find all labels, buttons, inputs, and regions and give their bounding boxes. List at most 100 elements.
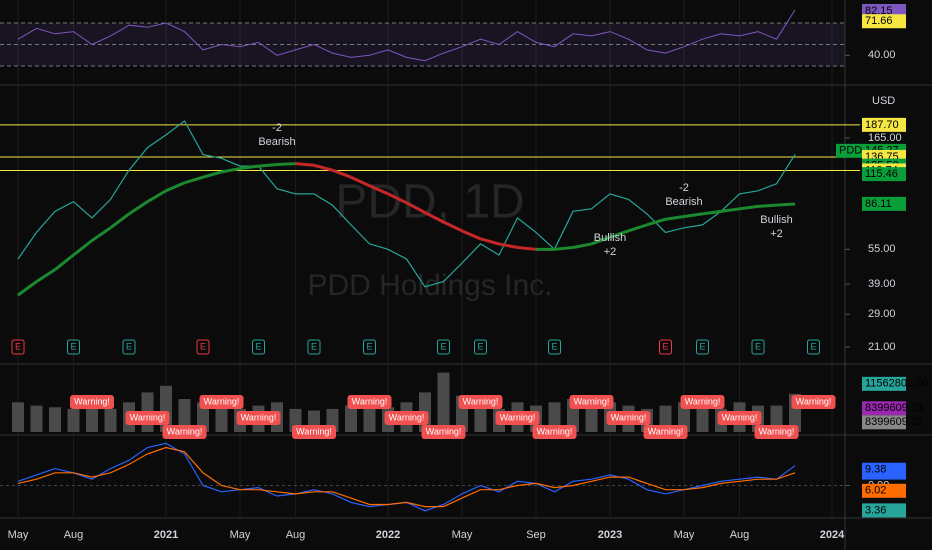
price-label-text: 8399609.33 [865, 402, 923, 414]
ma-segment [757, 203, 777, 208]
ma-segment [331, 168, 352, 179]
ma-segment [461, 229, 482, 241]
warning-text: Warning! [611, 412, 647, 422]
price-label-box [862, 376, 906, 391]
x-tick-label: May [452, 529, 473, 541]
price-label: 86.11 [862, 196, 906, 211]
ma-segment [202, 170, 222, 179]
price-label-box [862, 462, 906, 477]
earnings-label: E [255, 341, 261, 351]
ma-segment [554, 245, 574, 251]
price-label: 71.66 [862, 14, 906, 29]
volume-bar [363, 408, 376, 432]
price-label-box [862, 196, 906, 211]
ma-segment [350, 175, 371, 188]
price-label: 9.38 [862, 462, 906, 477]
ma-segment [146, 189, 167, 203]
earnings-marker [751, 339, 765, 355]
x-tick-label: Aug [730, 529, 750, 541]
ma-segment [720, 207, 740, 213]
y-tick-label: 40.00 [868, 49, 896, 61]
y-tick-label: 21.00 [868, 341, 896, 353]
ma-segment [590, 235, 611, 246]
warning-text: Warning! [389, 412, 425, 422]
warning-box [458, 395, 503, 409]
earnings-label: E [699, 341, 705, 351]
volume-bar [178, 399, 191, 432]
earnings-label: E [366, 341, 372, 351]
signal-annotation: +2 [770, 228, 783, 240]
signal-annotation: Bullish [594, 232, 626, 244]
earnings-label: E [662, 341, 668, 351]
price-label-text: 11562802.00 [865, 378, 928, 390]
ma-segment [128, 200, 149, 216]
x-tick-label: May [8, 529, 29, 541]
price-label: 8399609.33 [862, 415, 923, 430]
ma-segment [646, 217, 666, 227]
volume-bar [197, 402, 209, 432]
warning-text: Warning! [648, 426, 684, 436]
price-label-text: 9.38 [865, 464, 886, 476]
warning-box [680, 395, 725, 409]
x-tick-label: 2021 [154, 529, 178, 541]
price-label: 115.46 [862, 167, 906, 182]
ma-segment [184, 175, 204, 185]
warning-box [384, 411, 429, 425]
symbol-label: PDD [836, 143, 862, 158]
price-label-text: 3.36 [865, 504, 886, 516]
price-label-text: 187.70 [865, 119, 899, 131]
price-label-text: 71.66 [865, 15, 893, 27]
price-line [17, 120, 796, 288]
warning-text: Warning! [130, 412, 166, 422]
price-label: 6.02 [862, 483, 906, 498]
ma-segment [258, 162, 278, 168]
ma-segment [628, 223, 648, 233]
ma-segment [221, 167, 241, 174]
price-label: 8399609.33 [862, 401, 923, 416]
ma-segment [368, 184, 389, 196]
ma-segment [165, 181, 186, 193]
earnings-marker [363, 339, 376, 355]
x-tick-label: Aug [286, 529, 306, 541]
price-label: 187.70 [862, 117, 906, 132]
earnings-marker [474, 339, 487, 355]
volume-bar [30, 405, 43, 432]
warning-box [791, 395, 836, 409]
warning-text: Warning! [352, 396, 388, 406]
y-tick-label: 55.00 [868, 243, 896, 255]
y-tick-label: 39.00 [868, 278, 896, 290]
warning-text: Warning! [500, 412, 536, 422]
volume-bar [215, 405, 228, 432]
earnings-marker [307, 339, 321, 355]
symbol-box [836, 143, 862, 158]
signal-annotation: -2 [679, 182, 689, 194]
x-tick-label: May [674, 529, 695, 541]
warning-text: Warning! [722, 412, 758, 422]
volume-bar [345, 405, 357, 432]
warning-text: Warning! [537, 426, 573, 436]
warning-box [532, 425, 577, 439]
ma-segment [683, 212, 703, 219]
ma-segment [776, 202, 796, 207]
volume-bar [437, 372, 450, 432]
earnings-marker [196, 339, 210, 355]
x-tick-label: 2024 [820, 529, 845, 541]
warning-text: Warning! [574, 396, 610, 406]
warning-box [754, 425, 799, 439]
earnings-marker [67, 339, 80, 355]
earnings-label: E [15, 341, 21, 351]
signal-annotation: Bullish [760, 214, 792, 226]
price-label-box [862, 117, 906, 132]
warning-text: Warning! [759, 426, 795, 436]
ma-segment [276, 162, 296, 166]
ma-segment [498, 242, 518, 249]
price-label-box [862, 483, 906, 498]
warning-box [717, 411, 762, 425]
earnings-label: E [551, 341, 557, 351]
y-tick-label: 165.00 [868, 132, 902, 144]
warning-text: Warning! [463, 396, 499, 406]
earnings-marker [11, 339, 25, 355]
warning-box [347, 395, 392, 409]
volume-bar [86, 405, 98, 432]
